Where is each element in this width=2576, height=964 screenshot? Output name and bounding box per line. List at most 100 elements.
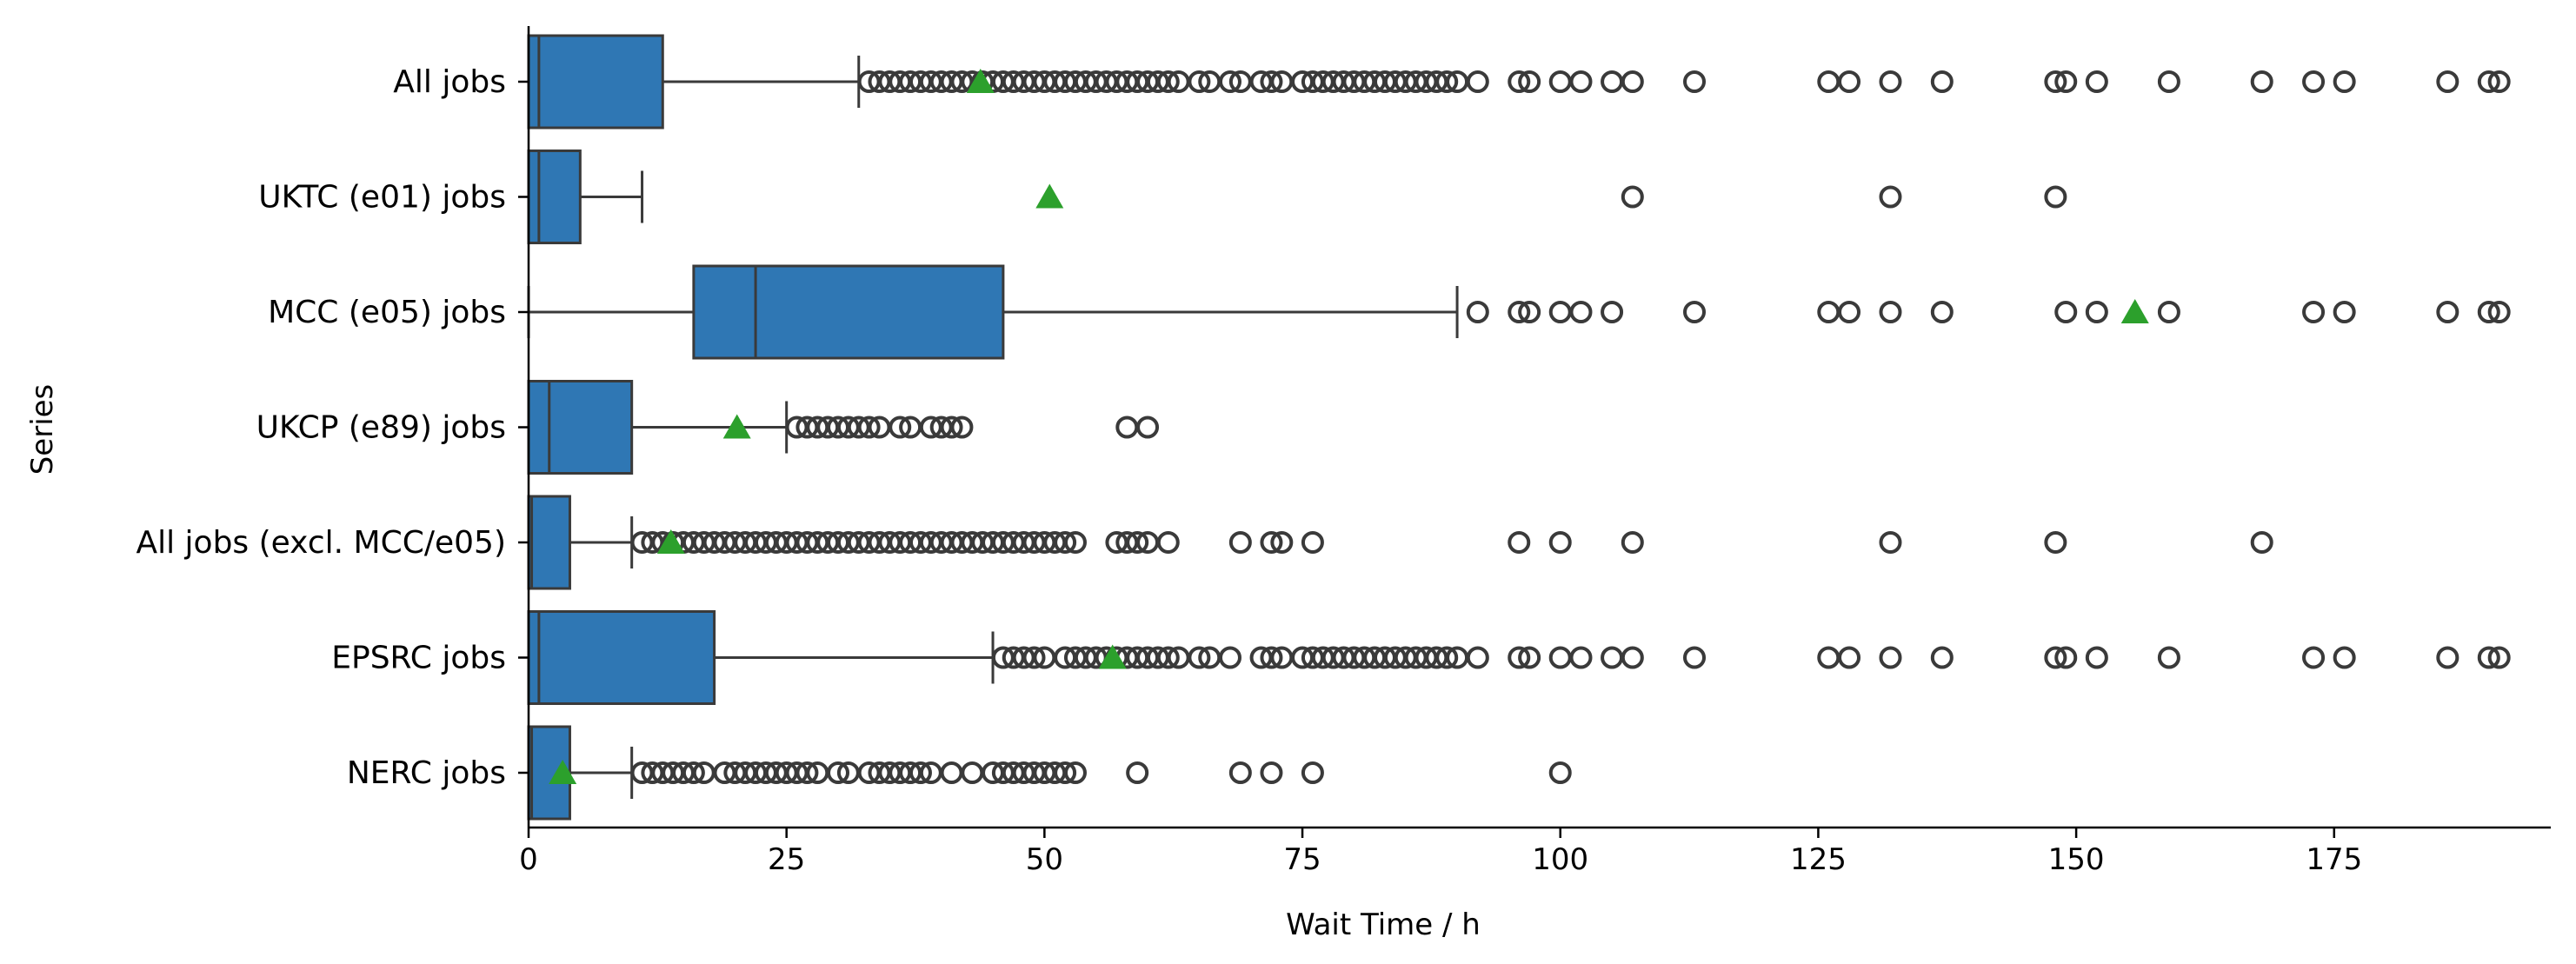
outlier-point bbox=[1260, 761, 1283, 784]
y-tick-label: All jobs (excl. MCC/e05) bbox=[136, 525, 506, 561]
outlier-point bbox=[2436, 70, 2460, 93]
outlier-point bbox=[2477, 70, 2500, 93]
outlier-point bbox=[1022, 646, 1046, 669]
outlier-point bbox=[2487, 301, 2511, 323]
x-tick-label: 50 bbox=[1026, 842, 1063, 877]
outlier-point bbox=[1466, 70, 1489, 93]
mean-marker bbox=[966, 69, 995, 93]
outlier-point bbox=[1879, 70, 1902, 93]
outlier-point bbox=[1156, 531, 1180, 554]
outlier-point bbox=[1156, 70, 1180, 93]
outlier-point bbox=[1063, 531, 1087, 554]
outlier-point bbox=[1301, 761, 1324, 784]
outlier-point bbox=[2333, 646, 2356, 669]
mean-marker bbox=[549, 760, 577, 784]
outlier-point bbox=[1136, 416, 1160, 439]
outlier-point bbox=[1508, 301, 1531, 323]
outlier-point bbox=[1683, 646, 1707, 669]
outlier-point bbox=[1228, 761, 1252, 784]
mean-marker bbox=[1098, 644, 1127, 669]
outlier-point bbox=[1683, 70, 1707, 93]
outlier-point bbox=[857, 416, 881, 439]
outlier-point bbox=[1548, 531, 1572, 554]
outlier-point bbox=[1466, 646, 1489, 669]
y-tick-label: EPSRC jobs bbox=[331, 641, 506, 676]
axes: All jobs UKTC (e01) jobs MCC (e05) jobs UKC… bbox=[136, 26, 2551, 877]
outlier-point bbox=[2054, 646, 2078, 669]
outlier-point bbox=[1569, 646, 1593, 669]
x-tick-label: 0 bbox=[519, 842, 538, 877]
box-group-6 bbox=[527, 725, 1572, 821]
outlier-point bbox=[1188, 646, 1211, 669]
outlier-point bbox=[2044, 531, 2067, 554]
outlier-point bbox=[1621, 185, 1644, 209]
outlier-point bbox=[1838, 70, 1861, 93]
box-group-3 bbox=[527, 380, 1160, 475]
outlier-point bbox=[2477, 301, 2500, 323]
outlier-point bbox=[1270, 531, 1294, 554]
outlier-point bbox=[2302, 70, 2326, 93]
x-axis-label: Wait Time / h bbox=[1286, 907, 1481, 942]
outlier-point bbox=[1518, 301, 1541, 323]
outlier-point bbox=[1260, 531, 1283, 554]
outlier-point bbox=[1548, 761, 1572, 784]
outlier-point bbox=[2044, 646, 2067, 669]
x-tick-label: 175 bbox=[2306, 842, 2362, 877]
outlier-point bbox=[1228, 531, 1252, 554]
outlier-point bbox=[1063, 761, 1087, 784]
outlier-point bbox=[2333, 70, 2356, 93]
box-group-5 bbox=[527, 610, 2511, 705]
outlier-point bbox=[1126, 761, 1149, 784]
outlier-point bbox=[2302, 646, 2326, 669]
y-tick-label: MCC (e05) jobs bbox=[268, 295, 506, 330]
outlier-point bbox=[1466, 301, 1489, 323]
y-tick-label: UKTC (e01) jobs bbox=[258, 180, 506, 216]
outlier-point bbox=[1621, 531, 1644, 554]
outlier-point bbox=[1508, 70, 1531, 93]
outlier-point bbox=[795, 761, 819, 784]
iqr-box bbox=[527, 610, 716, 705]
box-group-4 bbox=[527, 495, 2273, 590]
outlier-point bbox=[1435, 646, 1459, 669]
outlier-point bbox=[2436, 646, 2460, 669]
outlier-point bbox=[2487, 70, 2511, 93]
iqr-box bbox=[527, 150, 582, 244]
x-tick-label: 75 bbox=[1283, 842, 1321, 877]
outlier-point bbox=[1126, 531, 1149, 554]
outlier-point bbox=[1569, 70, 1593, 93]
outlier-point bbox=[2157, 70, 2180, 93]
outlier-point bbox=[1260, 646, 1283, 669]
outlier-point bbox=[1301, 531, 1324, 554]
outlier-point bbox=[1548, 646, 1572, 669]
outlier-point bbox=[961, 761, 984, 784]
outlier-point bbox=[2157, 301, 2180, 323]
outlier-point bbox=[2250, 531, 2273, 554]
outlier-point bbox=[1508, 646, 1531, 669]
outlier-point bbox=[1548, 70, 1572, 93]
outlier-point bbox=[1817, 646, 1840, 669]
outlier-point bbox=[2085, 646, 2108, 669]
outlier-point bbox=[1879, 531, 1902, 554]
outlier-point bbox=[1879, 301, 1902, 323]
box-group-2 bbox=[527, 264, 2511, 360]
y-tick-label: All jobs bbox=[393, 64, 506, 100]
outlier-point bbox=[2487, 646, 2511, 669]
outlier-point bbox=[1569, 301, 1593, 323]
outlier-point bbox=[940, 416, 963, 439]
outlier-point bbox=[1930, 70, 1954, 93]
outlier-point bbox=[2085, 70, 2108, 93]
outlier-point bbox=[1548, 301, 1572, 323]
outlier-point bbox=[1054, 761, 1077, 784]
outlier-point bbox=[1621, 646, 1644, 669]
mean-marker bbox=[1035, 183, 1064, 209]
outlier-point bbox=[909, 761, 932, 784]
x-tick-label: 150 bbox=[2048, 842, 2105, 877]
x-tick-label: 25 bbox=[768, 842, 805, 877]
outlier-point bbox=[1054, 531, 1077, 554]
outlier-point bbox=[1838, 646, 1861, 669]
plot-area bbox=[527, 34, 2511, 821]
outlier-point bbox=[1188, 70, 1211, 93]
outlier-point bbox=[1601, 646, 1624, 669]
